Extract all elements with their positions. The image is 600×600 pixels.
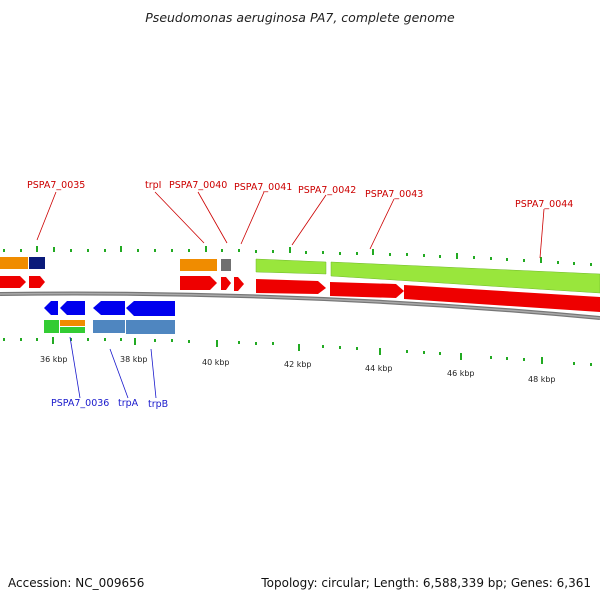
gene-label-pspa7-0036[interactable]: PSPA7_0036 bbox=[51, 398, 109, 409]
feature-bar-steel-b[interactable] bbox=[126, 320, 175, 334]
map-title: Pseudomonas aeruginosa PA7, complete gen… bbox=[145, 10, 455, 25]
feature-bar-orange-b[interactable] bbox=[60, 320, 85, 326]
cds-reverse-0036a[interactable] bbox=[44, 301, 58, 315]
gene-label-pspa7-0043[interactable]: PSPA7_0043 bbox=[365, 189, 423, 200]
outer-tick-row bbox=[3, 246, 592, 266]
gene-label-pspa7-0035[interactable]: PSPA7_0035 bbox=[27, 180, 85, 191]
accession-text: Accession: NC_009656 bbox=[8, 576, 145, 590]
gene-label-trpi[interactable]: trpI bbox=[145, 180, 161, 191]
kbp-label-36: 36 kbp bbox=[40, 355, 68, 364]
feature-bar-lime-0042[interactable] bbox=[255, 258, 327, 275]
forward-leader-lines bbox=[36, 191, 545, 259]
kbp-label-48: 48 kbp bbox=[528, 375, 556, 384]
feature-bar-green-a[interactable] bbox=[44, 320, 59, 333]
gene-label-pspa7-0042[interactable]: PSPA7_0042 bbox=[298, 185, 356, 196]
kbp-label-46: 46 kbp bbox=[447, 369, 475, 378]
kbp-label-38: 38 kbp bbox=[120, 355, 148, 364]
feature-bar-orange-mid[interactable] bbox=[180, 259, 217, 271]
cds-forward-0040[interactable] bbox=[221, 277, 231, 290]
gene-label-trpa[interactable]: trpA bbox=[118, 398, 139, 409]
gene-label-pspa7-0041[interactable]: PSPA7_0041 bbox=[234, 182, 292, 193]
cds-forward-0041[interactable] bbox=[234, 277, 244, 291]
cds-reverse-trpB[interactable] bbox=[126, 301, 175, 316]
kbp-label-42: 42 kbp bbox=[284, 360, 312, 369]
kbp-label-40: 40 kbp bbox=[202, 358, 230, 367]
cds-forward-trpI[interactable] bbox=[180, 276, 217, 290]
gene-label-pspa7-0044[interactable]: PSPA7_0044 bbox=[515, 199, 573, 210]
feature-bar-green-b[interactable] bbox=[60, 327, 85, 333]
cds-forward-0042[interactable] bbox=[256, 279, 326, 294]
reverse-leader-lines bbox=[69, 336, 157, 399]
feature-bar-navy[interactable] bbox=[29, 257, 45, 269]
feature-bar-gray[interactable] bbox=[221, 259, 231, 271]
cds-forward-left-1[interactable] bbox=[0, 276, 26, 288]
kbp-label-44: 44 kbp bbox=[365, 364, 393, 373]
feature-bar-lime-0043[interactable] bbox=[330, 261, 600, 294]
cds-reverse-0036b[interactable] bbox=[60, 301, 85, 315]
inner-tick-row bbox=[3, 337, 592, 366]
gene-label-trpb[interactable]: trpB bbox=[148, 399, 168, 410]
cds-forward-left-2[interactable] bbox=[29, 276, 45, 288]
genome-summary-text: Topology: circular; Length: 6,588,339 bp… bbox=[261, 576, 591, 590]
gene-label-pspa7-0040[interactable]: PSPA7_0040 bbox=[169, 180, 227, 191]
cds-reverse-trpA[interactable] bbox=[93, 301, 125, 315]
feature-bar-orange-left[interactable] bbox=[0, 257, 28, 269]
feature-bar-steel-a[interactable] bbox=[93, 320, 125, 333]
cds-forward-0044[interactable] bbox=[404, 285, 600, 312]
cds-forward-0043[interactable] bbox=[330, 282, 404, 298]
